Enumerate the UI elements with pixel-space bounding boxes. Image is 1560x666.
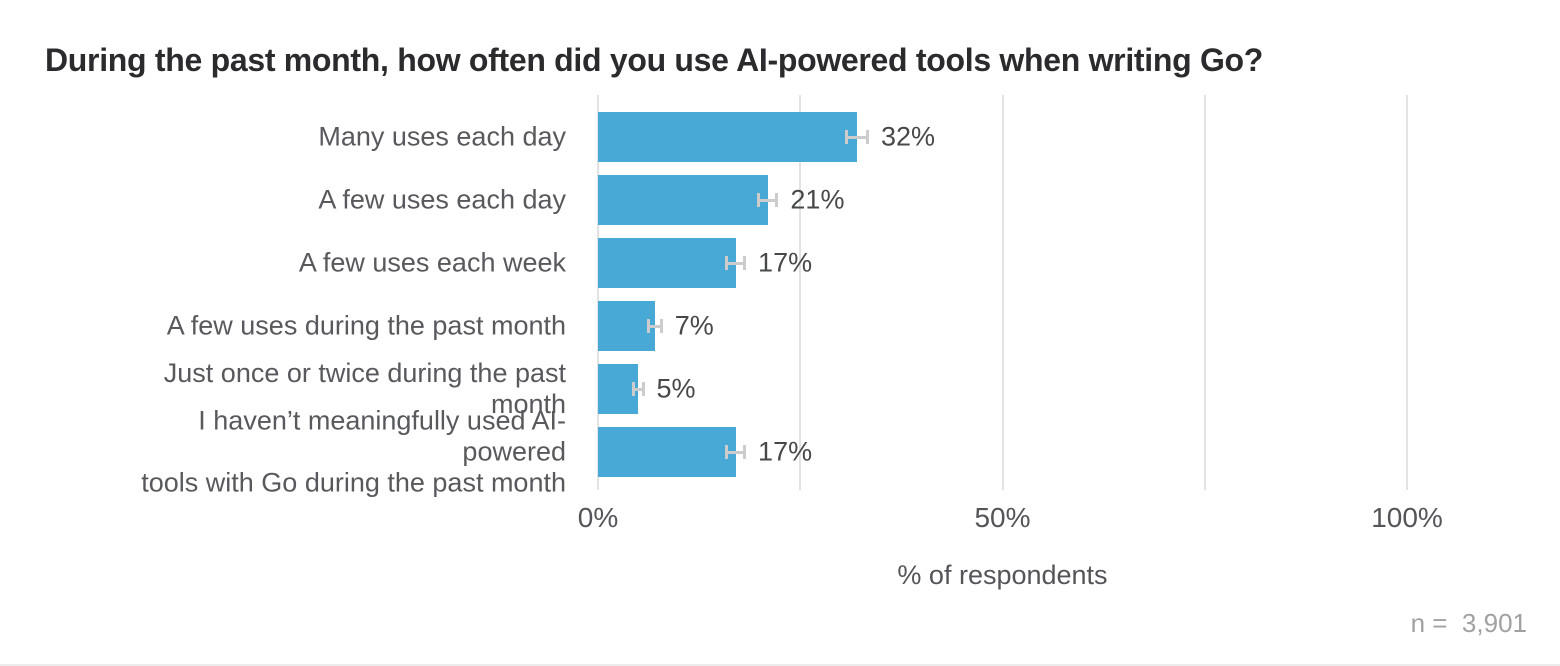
x-tick-label-50: 50%	[974, 502, 1031, 533]
value-label: 21%	[790, 184, 845, 215]
gridline-75	[1203, 95, 1206, 490]
value-label: 17%	[758, 436, 813, 467]
value-label: 7%	[674, 310, 714, 341]
error-bar-line	[725, 450, 747, 454]
gridline-50	[1001, 95, 1004, 490]
bar	[598, 238, 736, 288]
sample-size-note: n = 3,901	[1410, 608, 1527, 638]
error-bar-line	[725, 261, 747, 265]
error-bar	[844, 130, 870, 144]
category-axis: Many uses each day A few uses each day A f…	[95, 95, 582, 498]
error-bar-line	[757, 198, 779, 202]
error-bar	[725, 256, 747, 270]
bar	[598, 175, 768, 225]
category-label: A few uses during the past month	[166, 310, 566, 341]
error-bar	[725, 445, 747, 459]
gridline-25	[799, 95, 802, 490]
x-tick-label-100: 100%	[1371, 502, 1443, 533]
value-label: 5%	[656, 373, 696, 404]
chart-title: During the past month, how often did you…	[45, 42, 1264, 78]
value-label: 17%	[758, 247, 813, 278]
error-bar	[632, 382, 645, 396]
x-axis-title: % of respondents	[897, 560, 1108, 590]
error-bar-line	[646, 324, 663, 328]
category-label: I haven’t meaningfully used AI-powered t…	[141, 405, 566, 498]
bar	[598, 112, 857, 162]
value-label: 32%	[881, 121, 936, 152]
category-label: A few uses each day	[318, 184, 566, 215]
error-bar-line	[844, 135, 869, 139]
x-tick-label-0: 0%	[577, 502, 619, 533]
category-label: Just once or twice during the past month	[163, 358, 566, 419]
error-bar	[757, 193, 779, 207]
category-label: Many uses each day	[318, 121, 566, 152]
bar	[598, 301, 655, 351]
plot-area: 32% 21% 17% 7% 5% 17% 0% 50% 100%	[578, 95, 1443, 533]
gridline-0	[597, 95, 599, 490]
bar	[598, 427, 736, 477]
error-bar-line	[632, 387, 645, 391]
bar	[598, 364, 639, 414]
category-label: A few uses each week	[298, 247, 566, 278]
gridline-100	[1406, 95, 1408, 490]
error-bar	[646, 319, 663, 333]
